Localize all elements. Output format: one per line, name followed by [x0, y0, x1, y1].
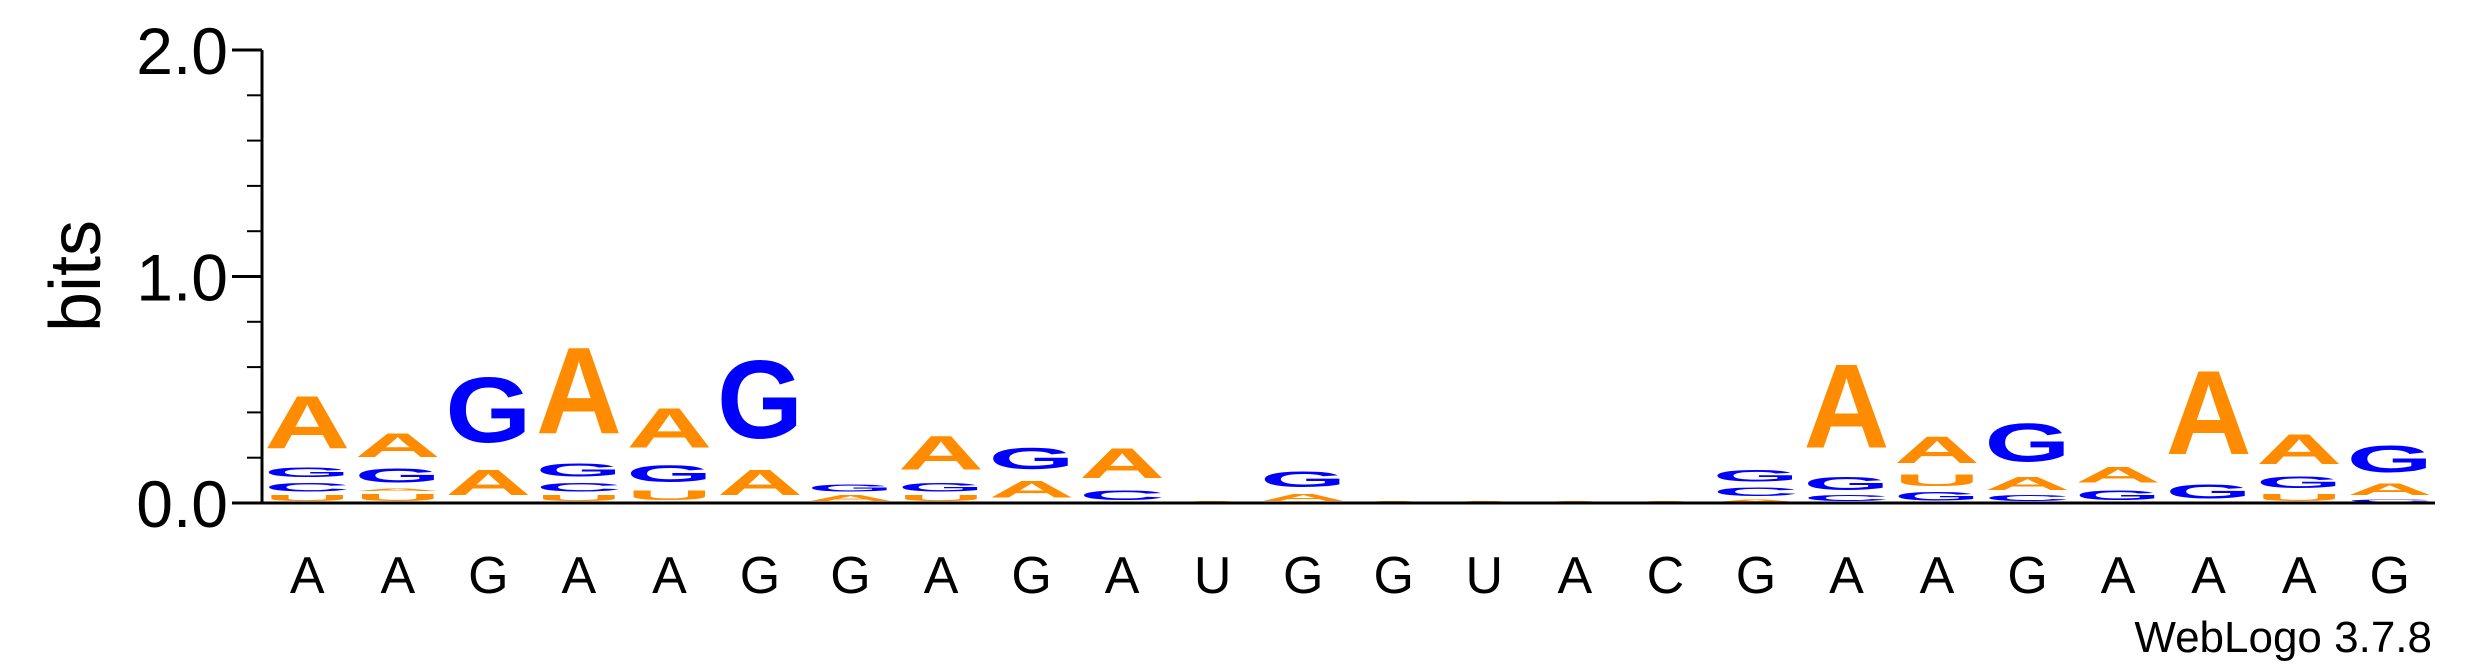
logo-letter-G: G: [1260, 467, 1346, 492]
x-tick-label: A: [652, 547, 687, 605]
x-tick-label: G: [830, 547, 870, 605]
y-tick-label: 2.0: [136, 14, 228, 88]
logo-letter-G: G: [717, 338, 803, 461]
x-tick-label: C: [1647, 547, 1685, 605]
y-axis-label: bits: [36, 220, 116, 332]
logo-letter-A: A: [2075, 462, 2161, 487]
logo-letter-A: A: [355, 426, 441, 464]
logo-letter-A: A: [989, 476, 1075, 503]
logo-letter-G: G: [445, 358, 531, 462]
logo-letter-C: C: [536, 480, 622, 494]
logo-letter-A: A: [445, 462, 531, 503]
logo-letter-G: G: [2256, 473, 2342, 491]
logo-letter-G: G: [2347, 437, 2433, 480]
x-tick-label: A: [2191, 547, 2226, 605]
logo-letter-U: U: [1894, 471, 1980, 489]
logo-letter-U: U: [355, 492, 441, 503]
x-tick-label: G: [1283, 547, 1323, 605]
x-tick-label: A: [1920, 547, 1955, 605]
x-tick-label: G: [740, 547, 780, 605]
logo-letter-A: A: [2347, 480, 2433, 498]
logo-letter-A: A: [1985, 474, 2071, 494]
x-tick-label: A: [2101, 547, 2136, 605]
x-tick-label: A: [1105, 547, 1140, 605]
x-tick-label: A: [380, 547, 415, 605]
logo-letter-G: G: [1894, 489, 1980, 503]
logo-letter-A: A: [1079, 439, 1165, 486]
logo-letter-G: G: [264, 464, 350, 480]
x-tick-label: A: [1558, 547, 1593, 605]
logo-letter-G: G: [355, 464, 441, 487]
logo-letter-C: C: [1713, 485, 1799, 499]
logo-letter-G: G: [898, 480, 984, 494]
x-tick-label: G: [1374, 547, 1414, 605]
y-tick-label: 0.0: [136, 467, 228, 541]
x-tick-label: A: [290, 547, 325, 605]
x-tick-label: G: [2007, 547, 2047, 605]
logo-letter-G: G: [2166, 480, 2252, 503]
logo-letter-G: G: [2075, 487, 2161, 503]
credit-text: WebLogo 3.7.8: [2134, 613, 2432, 662]
logo-letter-A: A: [898, 426, 984, 480]
y-tick-label: 1.0: [136, 241, 228, 315]
logo-stacks: UCGAUAGAAGUCGAUGAAGAGUGAAGCAAAGAAAAACGCG…: [264, 321, 2432, 503]
logo-letter-U: U: [626, 487, 712, 503]
x-tick-label: U: [1194, 547, 1232, 605]
logo-letter-A: A: [536, 321, 622, 459]
logo-letter-A: A: [355, 487, 441, 492]
x-tick-label: A: [924, 547, 959, 605]
logo-letter-C: C: [264, 480, 350, 494]
x-tick-label: G: [1736, 547, 1776, 605]
logo-letter-G: G: [1985, 413, 2071, 474]
x-tick-label: A: [562, 547, 597, 605]
logo-letter-G: G: [1713, 467, 1799, 485]
logo-letter-A: A: [1803, 340, 1889, 473]
x-tick-label: A: [2282, 547, 2317, 605]
logo-letter-A: A: [264, 381, 350, 465]
x-tick-label: G: [468, 547, 508, 605]
x-tick-label: A: [1829, 547, 1864, 605]
logo-letter-G: G: [626, 460, 712, 487]
logo-letter-A: A: [717, 462, 803, 503]
x-tick-label: G: [2370, 547, 2410, 605]
logo-letter-C: C: [1079, 487, 1165, 503]
y-ticks: 0.0 1.0 2.0: [136, 14, 262, 541]
logo-letter-A: A: [2166, 347, 2252, 480]
logo-letter-G: G: [808, 483, 894, 494]
x-tick-label: G: [1011, 547, 1051, 605]
logo-letter-A: A: [626, 397, 712, 460]
logo-letter-G: G: [1803, 473, 1889, 493]
logo-letter-A: A: [1894, 428, 1980, 471]
logo-letter-G: G: [989, 442, 1075, 476]
logo-letter-A: A: [2256, 426, 2342, 473]
logo-letter-G: G: [536, 460, 622, 480]
logo-letter-A: A: [1260, 492, 1346, 503]
x-tick-label: U: [1466, 547, 1504, 605]
logo-letter-U: U: [2256, 492, 2342, 503]
